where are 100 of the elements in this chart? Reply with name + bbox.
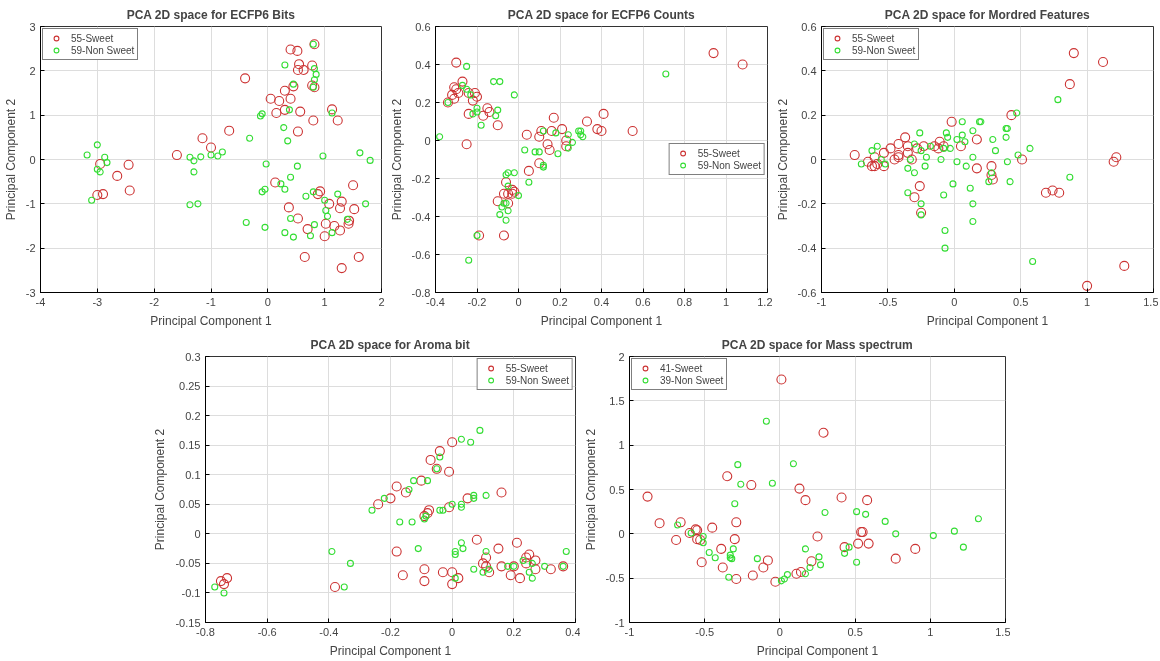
- point: [969, 218, 977, 226]
- point: [473, 108, 481, 116]
- point: [857, 160, 865, 168]
- y-tick-label: 0.1: [185, 468, 201, 481]
- point: [470, 565, 478, 573]
- point: [1064, 79, 1075, 90]
- y-tick-label: 2: [618, 350, 625, 363]
- point: [310, 76, 318, 84]
- point: [762, 555, 773, 566]
- point: [279, 85, 290, 96]
- point: [283, 202, 294, 213]
- legend-label: 55-Sweet: [505, 362, 548, 374]
- y-tick-label: 0.4: [801, 64, 817, 77]
- point: [986, 169, 997, 181]
- point: [470, 491, 478, 499]
- point: [281, 61, 289, 69]
- point: [463, 62, 471, 70]
- point: [777, 577, 785, 585]
- point: [479, 568, 487, 576]
- point: [564, 131, 572, 139]
- point: [310, 221, 318, 229]
- point: [890, 553, 901, 564]
- point: [484, 106, 495, 118]
- point: [504, 182, 512, 190]
- point: [258, 188, 266, 196]
- point: [958, 118, 966, 126]
- point: [368, 506, 376, 514]
- y-tick-label: 0: [810, 153, 817, 166]
- x-axis-title: Principal Component 1: [150, 313, 273, 328]
- x-tick-label: 0: [515, 295, 522, 308]
- point: [292, 126, 303, 137]
- point: [671, 535, 682, 546]
- point: [197, 153, 205, 161]
- point: [329, 220, 340, 232]
- point: [246, 134, 254, 142]
- point: [447, 567, 458, 578]
- legend-label: 55-Sweet: [852, 32, 895, 44]
- point: [1082, 280, 1093, 291]
- point: [889, 154, 900, 165]
- point: [849, 150, 860, 161]
- point: [356, 149, 364, 157]
- point: [469, 87, 480, 99]
- point: [800, 495, 811, 506]
- point: [328, 229, 336, 237]
- point: [1003, 158, 1011, 166]
- point: [910, 169, 919, 177]
- point: [801, 545, 810, 553]
- point: [909, 192, 920, 203]
- y-tick-label: 1.5: [609, 394, 625, 407]
- point: [941, 226, 949, 234]
- point: [284, 137, 292, 145]
- point: [768, 479, 776, 487]
- point: [492, 196, 503, 207]
- point: [986, 161, 997, 172]
- point: [410, 477, 418, 485]
- point: [334, 225, 346, 236]
- y-axis-title: Principal Component 2: [583, 428, 598, 551]
- point: [292, 213, 303, 224]
- point: [349, 204, 360, 215]
- point: [298, 64, 309, 75]
- point: [675, 517, 686, 528]
- point: [262, 160, 270, 168]
- point: [265, 93, 276, 104]
- point: [514, 573, 526, 584]
- point: [346, 559, 354, 567]
- legend-label: 55-Sweet: [71, 32, 114, 44]
- legend-label: 59-Non Sweet: [505, 374, 569, 386]
- point: [408, 518, 416, 526]
- point: [1026, 144, 1034, 152]
- point: [492, 112, 500, 120]
- x-tick-label: 0.4: [565, 625, 581, 638]
- point: [962, 162, 970, 170]
- x-tick-label: 0.6: [635, 295, 651, 308]
- point: [1006, 110, 1017, 121]
- point: [477, 558, 489, 569]
- point: [729, 534, 740, 545]
- point: [484, 567, 495, 578]
- point: [302, 192, 310, 200]
- point: [294, 59, 305, 70]
- point: [789, 460, 797, 468]
- point: [327, 104, 338, 115]
- point: [218, 148, 226, 156]
- y-tick-label: -0.6: [797, 286, 817, 299]
- point: [323, 212, 332, 220]
- point: [270, 177, 281, 188]
- point: [215, 576, 226, 587]
- point: [285, 93, 296, 104]
- point: [885, 143, 896, 154]
- point: [937, 155, 945, 164]
- point: [877, 155, 885, 164]
- point: [955, 141, 966, 152]
- point: [917, 147, 925, 155]
- point: [453, 573, 464, 584]
- point: [521, 146, 529, 154]
- point: [436, 506, 444, 514]
- point: [498, 230, 510, 241]
- x-tick-label: -2: [149, 295, 160, 308]
- point: [862, 156, 874, 167]
- point: [510, 169, 518, 177]
- point: [916, 129, 924, 137]
